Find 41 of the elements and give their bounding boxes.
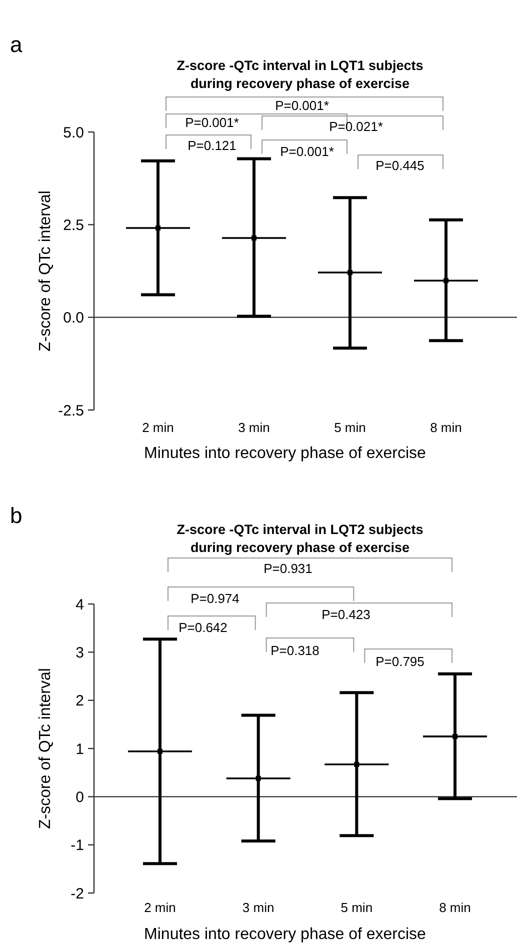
- x-tick-label: 8 min: [430, 420, 462, 435]
- y-tick-label: 0: [76, 788, 84, 806]
- y-tick-label: -2.5: [58, 402, 84, 420]
- x-tick-label: 3 min: [242, 900, 274, 915]
- x-axis-title: Minutes into recovery phase of exercise: [144, 926, 426, 943]
- chart-title: Z-score -QTc interval in LQT2 subjects during recovery phase of exercise: [176, 522, 424, 555]
- x-tick-label: 5 min: [334, 420, 366, 435]
- x-axis-title: Minutes into recovery phase of exercise: [144, 445, 426, 462]
- x-tick-label: 3 min: [238, 420, 270, 435]
- text: P=0.931: [264, 561, 312, 576]
- annotation: P=0.121: [188, 138, 236, 153]
- chart-title: Z-score -QTc interval in LQT1 subjects during recovery phase of exercise: [176, 58, 424, 91]
- annotation: P=0.001*: [280, 144, 334, 159]
- point: [256, 776, 261, 781]
- annotation: P=0.445: [376, 158, 424, 173]
- y-tick-label: 0.0: [63, 310, 84, 327]
- y-tick-label: 2: [76, 692, 84, 710]
- annotation: P=0.974: [190, 591, 240, 606]
- point: [354, 762, 360, 767]
- y-tick-label: -2: [70, 885, 84, 902]
- y-tick-label: -1: [70, 837, 84, 854]
- text: a: [10, 32, 23, 57]
- y-tick-label: 5.0: [63, 124, 84, 142]
- annotation: P=0.423: [322, 607, 370, 622]
- y-axis-title: Z-score of QTc interval: [37, 190, 54, 352]
- y-tick-label: 4: [76, 596, 84, 614]
- x-tick-label: 2 min: [144, 900, 176, 915]
- annotation: P=0.021*: [329, 119, 383, 134]
- text: b: [10, 503, 22, 528]
- y-tick-label: 1: [76, 740, 84, 758]
- x-tick-label: 5 min: [340, 900, 373, 915]
- text: P=0.001*: [185, 115, 239, 130]
- x-tick-label: 8 min: [439, 900, 471, 915]
- y-tick-label: 2.5: [63, 216, 84, 234]
- annotation: P=0.795: [376, 654, 424, 669]
- text: P=0.001*: [275, 98, 329, 113]
- annotation: P=0.318: [270, 643, 320, 658]
- y-axis-title: Z-score of QTc interval: [37, 668, 54, 829]
- y-tick-label: 3: [76, 644, 84, 662]
- annotation: P=0.642: [178, 620, 228, 635]
- x-tick-label: 2 min: [142, 420, 174, 435]
